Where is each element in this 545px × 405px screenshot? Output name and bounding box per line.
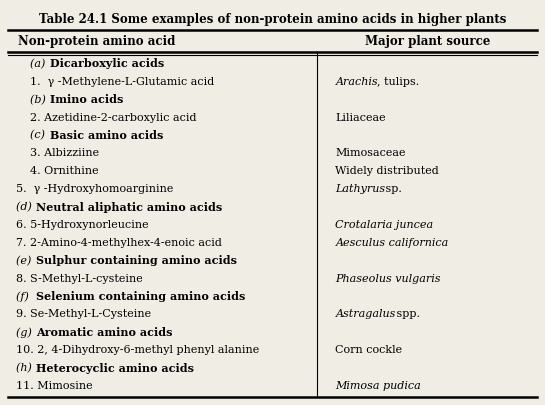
- Text: 10. 2, 4-Dihydroxy-6-methyl phenyl alanine: 10. 2, 4-Dihydroxy-6-methyl phenyl alani…: [16, 345, 259, 355]
- Text: Selenium containing amino acids: Selenium containing amino acids: [35, 291, 245, 302]
- Text: (e): (e): [16, 256, 35, 266]
- Text: 6. 5-Hydroxynorleucine: 6. 5-Hydroxynorleucine: [16, 220, 149, 230]
- Text: 2. Azetidine-2-carboxylic acid: 2. Azetidine-2-carboxylic acid: [30, 113, 197, 123]
- Text: (d): (d): [16, 202, 35, 212]
- Text: (h): (h): [16, 363, 35, 373]
- Text: Crotalaria juncea: Crotalaria juncea: [336, 220, 434, 230]
- Text: Neutral aliphatic amino acids: Neutral aliphatic amino acids: [35, 202, 222, 213]
- Text: Heterocyclic amino acids: Heterocyclic amino acids: [35, 362, 193, 374]
- Text: Lathyrus: Lathyrus: [336, 184, 386, 194]
- Text: Aromatic amino acids: Aromatic amino acids: [35, 327, 172, 338]
- Text: (a): (a): [30, 59, 49, 69]
- Text: 7. 2-Amino-4-methylhex-4-enoic acid: 7. 2-Amino-4-methylhex-4-enoic acid: [16, 238, 222, 248]
- Text: Sulphur containing amino acids: Sulphur containing amino acids: [35, 255, 237, 266]
- Text: 9. Se-Methyl-L-Cysteine: 9. Se-Methyl-L-Cysteine: [16, 309, 151, 320]
- Text: , tulips.: , tulips.: [378, 77, 420, 87]
- Text: (g): (g): [16, 327, 35, 338]
- Text: Table 24.1 Some examples of non-protein amino acids in higher plants: Table 24.1 Some examples of non-protein …: [39, 13, 506, 26]
- Text: Aesculus californica: Aesculus californica: [336, 238, 449, 248]
- Text: 11. Mimosine: 11. Mimosine: [16, 381, 93, 391]
- Text: Non-protein amino acid: Non-protein amino acid: [18, 34, 175, 47]
- Text: Liliaceae: Liliaceae: [336, 113, 386, 123]
- Text: Widely distributed: Widely distributed: [336, 166, 439, 176]
- Text: 3. Albizziine: 3. Albizziine: [30, 148, 99, 158]
- Text: Major plant source: Major plant source: [365, 34, 490, 47]
- Text: Phaseolus vulgaris: Phaseolus vulgaris: [336, 274, 441, 284]
- Text: 8. S-Methyl-L-cysteine: 8. S-Methyl-L-cysteine: [16, 274, 143, 284]
- Text: Mimosa pudica: Mimosa pudica: [336, 381, 421, 391]
- Text: 1.  γ -Methylene-L-Glutamic acid: 1. γ -Methylene-L-Glutamic acid: [30, 77, 214, 87]
- Text: Dicarboxylic acids: Dicarboxylic acids: [50, 58, 164, 69]
- Text: Astragalus: Astragalus: [336, 309, 396, 320]
- Text: Mimosaceae: Mimosaceae: [336, 148, 406, 158]
- Text: spp.: spp.: [393, 309, 420, 320]
- Text: Arachis: Arachis: [336, 77, 378, 87]
- Text: (f): (f): [16, 291, 32, 302]
- Text: 4. Ornithine: 4. Ornithine: [30, 166, 99, 176]
- Text: sp.: sp.: [383, 184, 402, 194]
- Text: Imino acids: Imino acids: [50, 94, 123, 105]
- Text: (b): (b): [30, 95, 50, 105]
- Text: Corn cockle: Corn cockle: [336, 345, 403, 355]
- Text: (c): (c): [30, 130, 49, 141]
- Text: Basic amino acids: Basic amino acids: [50, 130, 163, 141]
- Text: 5.  γ -Hydroxyhomoarginine: 5. γ -Hydroxyhomoarginine: [16, 184, 173, 194]
